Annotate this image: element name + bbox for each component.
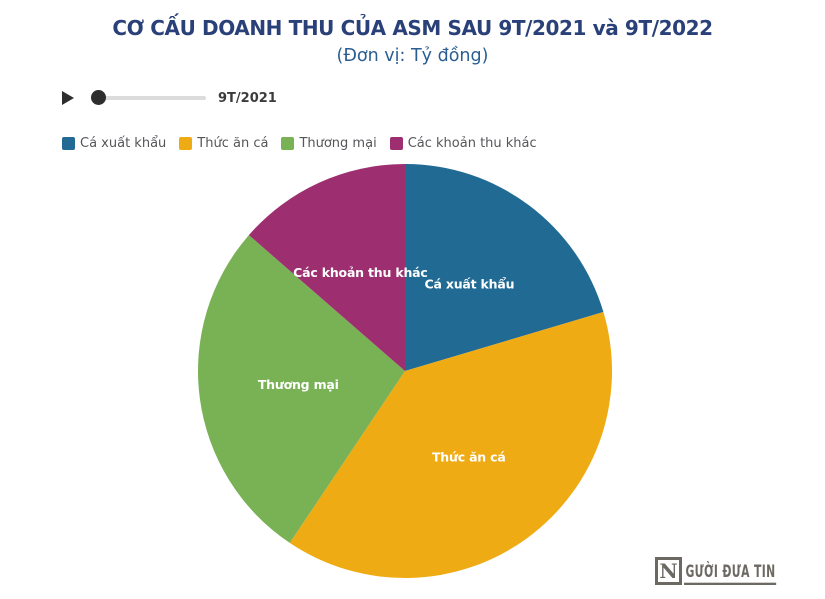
legend-item-label: Thức ăn cá (197, 136, 269, 151)
logo-text: GƯỜI ĐƯA TIN (684, 561, 777, 585)
timeline-period-label: 9T/2021 (218, 90, 277, 106)
page-subtitle: (Đơn vị: Tỷ đồng) (336, 46, 489, 66)
timeline-slider[interactable] (91, 90, 206, 105)
legend-item-ca-xuat-khau[interactable]: Cá xuất khẩu (62, 136, 166, 151)
pie-slice-3[interactable] (248, 164, 405, 371)
legend-item-label: Thương mại (299, 136, 377, 151)
nguoi-dua-tin-logo: N GƯỜI ĐƯA TIN (655, 557, 812, 585)
timeline-player: 9T/2021 (62, 90, 277, 106)
page-title: CƠ CẤU DOANH THU CỦA ASM SAU 9T/2021 và … (112, 16, 713, 40)
pie-slice-0[interactable] (405, 164, 604, 371)
legend-item-thuong-mai[interactable]: Thương mại (281, 136, 377, 151)
legend-item-label: Cá xuất khẩu (80, 136, 167, 151)
legend-swatch-icon (62, 137, 75, 150)
legend-item-label: Các khoản thu khác (407, 136, 537, 151)
legend-item-cac-khoan-thu-khac[interactable]: Các khoản thu khác (389, 136, 537, 151)
logo-n-icon: N (655, 557, 682, 585)
legend-swatch-icon (389, 137, 403, 150)
legend-item-thuc-an-ca[interactable]: Thức ăn cá (179, 136, 268, 151)
pie-slice-1[interactable] (289, 312, 612, 578)
legend: Cá xuất khẩu Thức ăn cá Thương mại Các k… (62, 136, 537, 151)
pie-slice-2[interactable] (198, 235, 405, 543)
timeline-slider-handle[interactable] (91, 90, 106, 105)
legend-swatch-icon (179, 137, 193, 150)
legend-swatch-icon (281, 137, 295, 150)
play-icon[interactable] (62, 91, 74, 105)
